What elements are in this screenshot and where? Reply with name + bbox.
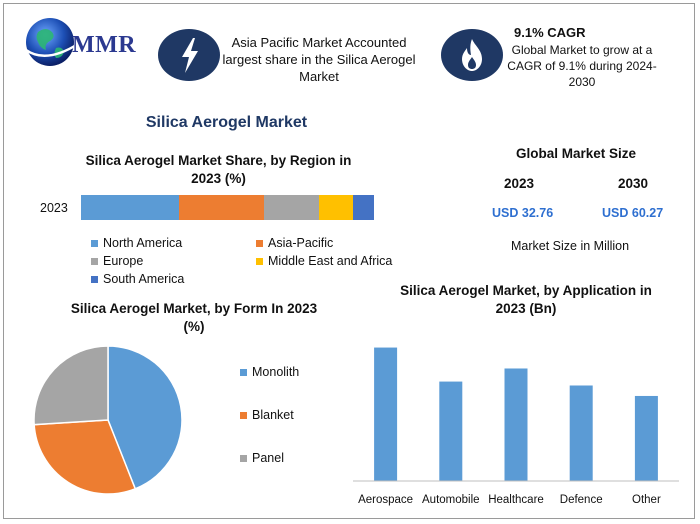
bar-other: [634, 395, 658, 481]
market-size-title: Global Market Size: [515, 146, 637, 161]
region-bar-segment-south-america: [352, 195, 374, 220]
legend-swatch: [240, 454, 247, 462]
bar-aerospace: [374, 347, 398, 481]
pie-slice-blanket: [33, 419, 137, 495]
legend-swatch: [256, 239, 263, 247]
flame-icon: [462, 39, 482, 71]
legend-swatch: [256, 257, 263, 265]
market-size-value-2030: USD 60.27: [602, 206, 664, 220]
logo: MMR: [22, 12, 147, 74]
form-legend-panel: Panel: [240, 451, 284, 465]
market-size-note: Market Size in Million: [511, 239, 630, 253]
region-legend-north-america: North America: [91, 236, 182, 250]
lightning-icon: [182, 38, 198, 73]
region-chart-title: Silica Aerogel Market Share, by Region i…: [85, 153, 352, 186]
bar-healthcare: [504, 368, 528, 481]
flame-badge: [441, 29, 503, 81]
infographic-frame: MMR Asia Pacific Market Accounted larges…: [3, 3, 695, 519]
region-bar-segment-asia-pacific: [178, 195, 265, 220]
market-size-year-2030: 2030: [618, 176, 649, 191]
legend-label: Middle East and Africa: [268, 254, 393, 268]
legend-swatch: [91, 275, 98, 283]
region-bar-segment-north-america: [81, 195, 179, 220]
tick-label-other: Other: [632, 494, 661, 506]
legend-label: North America: [103, 236, 183, 250]
lightning-badge: [158, 29, 220, 81]
tick-label-defence: Defence: [560, 494, 603, 506]
region-bar-segment-europe: [264, 195, 320, 220]
globe-icon: [25, 18, 79, 66]
application-bar-chart: Aerospace Automobile Healthcare Defence Othe…: [353, 347, 679, 506]
tick-label-aerospace: Aerospace: [358, 494, 413, 506]
logo-text: MMR: [72, 32, 137, 58]
form-pie-chart: [33, 345, 183, 495]
legend-label: Monolith: [252, 365, 300, 379]
tick-label-healthcare: Healthcare: [488, 494, 544, 506]
region-stacked-bar: [81, 195, 374, 220]
market-size-year-2023: 2023: [504, 176, 535, 191]
pie-slice-panel: [33, 345, 109, 426]
legend-swatch: [240, 411, 247, 419]
market-size-value-2023: USD 32.76: [492, 206, 554, 220]
legend-label: Blanket: [252, 408, 294, 422]
tick-label-automobile: Automobile: [422, 494, 480, 506]
region-bar-segment-middle-east-and-africa: [319, 195, 353, 220]
legend-label: South America: [103, 272, 185, 286]
form-legend-blanket: Blanket: [240, 408, 294, 422]
region-legend-south-america: South America: [91, 272, 184, 286]
application-chart-title: Silica Aerogel Market, by Application in…: [400, 283, 652, 316]
card2-text: Global Market to grow at a CAGR of 9.1% …: [507, 43, 657, 89]
region-category-label: 2023: [40, 201, 68, 215]
legend-label: Asia-Pacific: [268, 236, 334, 250]
legend-swatch: [91, 239, 98, 247]
region-legend-europe: Europe: [91, 254, 143, 268]
form-legend-monolith: Monolith: [240, 365, 299, 379]
card2-title: 9.1% CAGR: [514, 25, 586, 40]
legend-label: Panel: [252, 451, 284, 465]
card1-text: Asia Pacific Market Accounted largest sh…: [222, 35, 416, 84]
region-legend-middle-east-and-africa: Middle East and Africa: [256, 254, 392, 268]
bar-automobile: [439, 381, 463, 481]
bar-defence: [569, 385, 593, 481]
form-chart-title: Silica Aerogel Market, by Form In 2023 (…: [70, 301, 318, 334]
legend-swatch: [240, 368, 247, 376]
region-legend-asia-pacific: Asia-Pacific: [256, 236, 333, 250]
main-title: Silica Aerogel Market: [145, 114, 308, 131]
legend-label: Europe: [103, 254, 144, 268]
legend-swatch: [91, 257, 98, 265]
pie-slice-monolith: [107, 345, 183, 490]
